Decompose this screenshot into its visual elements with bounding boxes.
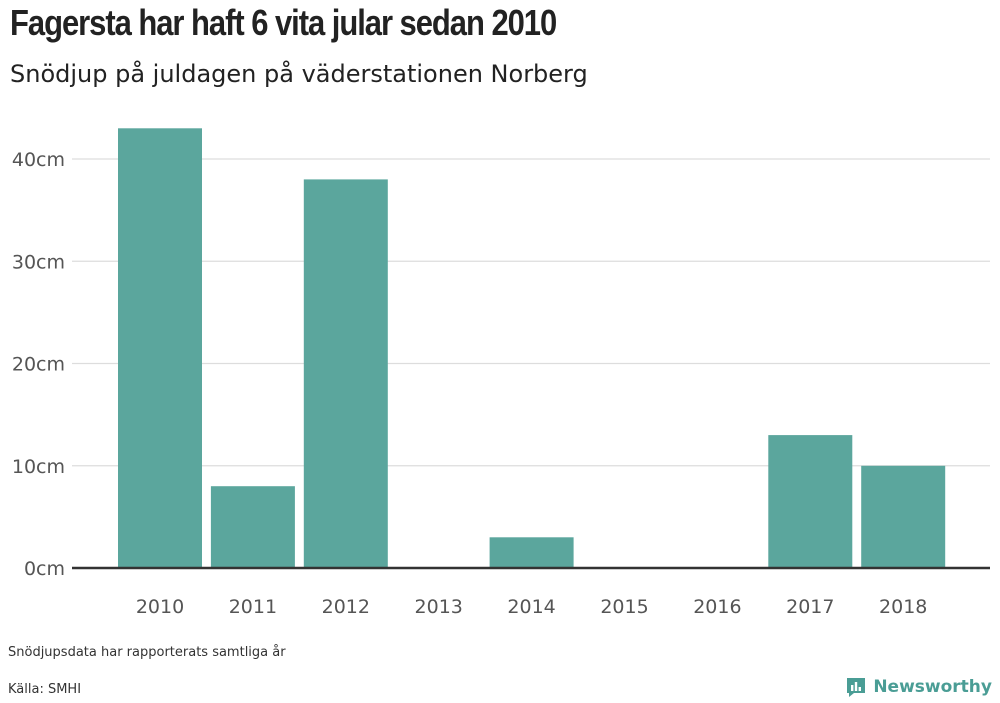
x-tick-label: 2017 bbox=[786, 596, 834, 618]
x-tick-label: 2016 bbox=[693, 596, 741, 618]
brand-name: Newsworthy bbox=[873, 677, 992, 697]
chart-title: Fagersta har haft 6 vita jular sedan 201… bbox=[10, 2, 557, 43]
gridlines bbox=[72, 158, 990, 467]
x-tick-label: 2012 bbox=[322, 596, 370, 618]
brand-logo: Newsworthy bbox=[845, 676, 992, 698]
source-credit: Källa: SMHI bbox=[8, 682, 82, 697]
y-tick-label: 40cm bbox=[12, 149, 65, 171]
y-axis-tick-labels: 0cm 10cm 20cm 30cm 40cm bbox=[12, 149, 65, 580]
bar-chart: 0cm 10cm 20cm 30cm 40cm 2010 2011 2012 2013 2014… bbox=[12, 128, 990, 618]
y-tick-label: 10cm bbox=[12, 456, 65, 478]
footnote: Snödjupsdata har rapporterats samtliga å… bbox=[8, 645, 286, 660]
bar-2014 bbox=[489, 537, 574, 568]
x-tick-label: 2011 bbox=[229, 596, 277, 618]
y-tick-label: 30cm bbox=[12, 251, 65, 273]
bars bbox=[118, 128, 946, 569]
x-tick-label: 2018 bbox=[879, 596, 927, 618]
bar-2011 bbox=[210, 486, 295, 568]
x-tick-label: 2015 bbox=[600, 596, 648, 618]
y-tick-label: 0cm bbox=[24, 558, 65, 580]
chart-subtitle: Snödjup på juldagen på väderstationen No… bbox=[10, 60, 588, 88]
x-tick-label: 2014 bbox=[507, 596, 555, 618]
bar-2017 bbox=[768, 435, 853, 568]
y-tick-label: 20cm bbox=[12, 354, 65, 376]
bar-chart-logo-icon bbox=[847, 678, 866, 697]
bar-2018 bbox=[861, 465, 946, 569]
x-tick-label: 2010 bbox=[136, 596, 184, 618]
x-axis-tick-labels: 2010 2011 2012 2013 2014 2015 2016 2017 2018 bbox=[136, 596, 928, 618]
bar-2010 bbox=[118, 128, 202, 569]
x-tick-label: 2013 bbox=[415, 596, 463, 618]
bar-2012 bbox=[303, 179, 388, 568]
